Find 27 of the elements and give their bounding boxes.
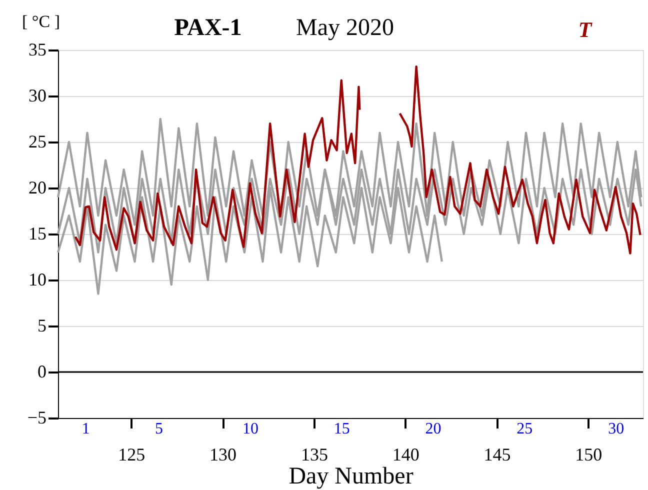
x2-tick-label: 20: [425, 420, 442, 438]
y-tick-label: −5: [27, 408, 46, 428]
x-tick-label: 140: [392, 444, 420, 464]
x2-tick-label: 10: [242, 420, 258, 438]
y-tick-label: 5: [38, 316, 46, 336]
text: T: [578, 17, 594, 42]
x2-tick-label: 25: [516, 420, 533, 438]
y-tick-label: 25: [28, 132, 46, 152]
y-tick-label: 10: [28, 270, 46, 290]
x2-tick-label: 1: [82, 420, 90, 438]
y-tick-label: 20: [28, 178, 46, 198]
y-axis-title: [ °C ]: [22, 12, 60, 31]
x-tick-label: 150: [575, 444, 602, 464]
y-tick-label: 35: [28, 40, 46, 60]
y-tick-label: 0: [38, 362, 46, 382]
x2-tick-label: 30: [608, 420, 624, 438]
x-tick-label: 130: [210, 444, 237, 464]
x2-tick-label: 15: [334, 420, 350, 438]
y-tick-label: 15: [28, 224, 46, 244]
y-tick-label: 30: [28, 86, 46, 106]
x-axis-title: Day Number: [288, 464, 414, 490]
chart-subtitle: May 2020: [296, 15, 394, 41]
x-tick-label: 125: [118, 444, 146, 464]
chart-title: PAX-1: [174, 15, 242, 41]
x2-tick-label: 5: [155, 420, 164, 438]
x-tick-label: 135: [300, 444, 328, 464]
x-tick-label: 145: [484, 444, 511, 464]
